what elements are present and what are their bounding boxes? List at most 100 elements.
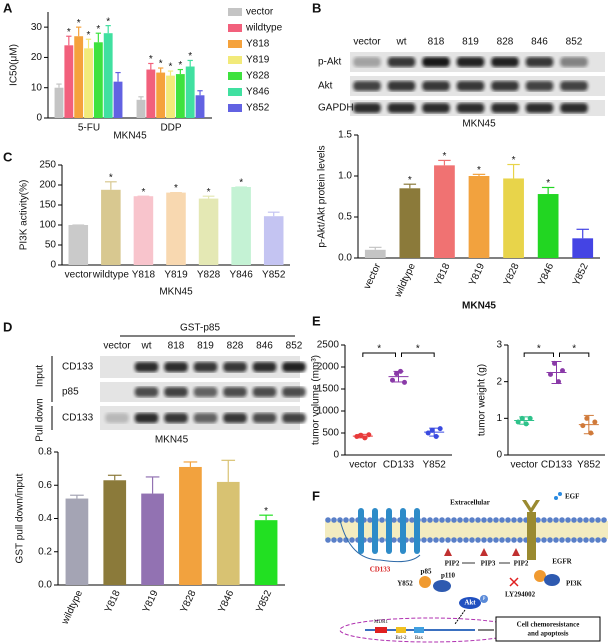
blot-band [193, 387, 218, 397]
lane-label: vector [103, 341, 131, 352]
bead [379, 537, 385, 543]
blot-band [134, 413, 159, 423]
blot-band [353, 81, 381, 91]
bar [263, 216, 284, 265]
bead [553, 517, 559, 523]
group-label: Pull down [35, 398, 46, 441]
x-tick-label: wildtype [92, 270, 130, 281]
significance: * [174, 183, 178, 194]
bead [379, 517, 385, 523]
blot-band [252, 413, 277, 423]
x-tick-label: Y852 [571, 261, 591, 287]
significance: * [141, 187, 145, 198]
protein-label: CD133 [370, 566, 391, 574]
panel-label: C [3, 149, 13, 164]
data-point [588, 430, 594, 436]
panel-label: D [3, 319, 12, 334]
region-label: Extracellular [450, 499, 490, 507]
x-tick-label: Y852 [254, 588, 274, 614]
blot-band [387, 103, 416, 113]
protein-label: EGFR [552, 558, 572, 566]
bead [469, 537, 475, 543]
ligand [558, 492, 562, 496]
legend-label: Y828 [246, 71, 270, 82]
bead [547, 537, 553, 543]
bar [74, 36, 84, 118]
blot-band [456, 81, 485, 91]
bar [503, 178, 524, 258]
blot-band [560, 103, 588, 113]
blot-band [525, 57, 554, 67]
bar [166, 75, 175, 118]
lane-label: 846 [531, 37, 548, 48]
bead [559, 537, 565, 543]
y-axis-label: PI3K activity(%) [19, 180, 30, 251]
x-tick-label: wildtype [392, 261, 418, 300]
x-tick-label: Y828 [197, 270, 221, 281]
inhibitor-mark [509, 577, 519, 587]
blot-band [353, 103, 381, 113]
bead [493, 517, 499, 523]
blot-band [525, 81, 554, 91]
y-tick-label: 3 [496, 340, 502, 351]
blot-band [422, 57, 450, 67]
bar [179, 466, 202, 585]
p110-subunit [433, 580, 451, 592]
row-label: CD133 [62, 362, 94, 373]
gene [375, 627, 387, 633]
y-axis-label: tumor weight (g) [477, 364, 488, 436]
x-tick-label: Y846 [217, 588, 237, 614]
x-tick-label: Y819 [141, 588, 161, 614]
bead [511, 517, 517, 523]
legend-swatch [228, 88, 242, 96]
chart-title: MKN45 [155, 435, 189, 446]
pathway-diagram: Extracellular EGF CD133 EGFR PIP2 PIP3 P… [325, 492, 608, 643]
panel-label: F [312, 488, 320, 503]
significance: * [178, 60, 182, 71]
significance: * [159, 59, 163, 70]
bead [541, 517, 547, 523]
significance: * [87, 30, 91, 41]
x-tick-label: Y819 [164, 270, 188, 281]
blot-band [223, 387, 247, 397]
y-tick-label: 0.0 [338, 253, 352, 264]
inhibitor-label: LY294002 [505, 591, 536, 599]
x-axis-label: MKN45 [113, 131, 147, 142]
bead [457, 537, 463, 543]
gene [414, 627, 424, 633]
significance: * [109, 172, 113, 183]
lane-label: 819 [197, 341, 214, 352]
protein-label: p110 [441, 572, 456, 580]
bead [427, 517, 433, 523]
data-point [592, 419, 598, 425]
bead [577, 537, 583, 543]
significance: * [67, 27, 71, 38]
blot-band [252, 387, 277, 397]
bead [439, 537, 445, 543]
bead [421, 517, 427, 523]
x-tick-label: Y846 [536, 261, 556, 287]
y-tick-label: 500 [322, 428, 339, 439]
bead [391, 517, 397, 523]
outcome-label: Cell chemoresistance [517, 621, 580, 629]
bead [445, 537, 451, 543]
x-tick-label: CD133 [541, 460, 573, 471]
legend-swatch [228, 72, 242, 80]
bead [595, 537, 601, 543]
x-tick-label: wildtype [59, 588, 85, 627]
bead [499, 517, 505, 523]
bead [583, 517, 589, 523]
p85-subunit [419, 576, 431, 588]
bead [601, 537, 607, 543]
lane-label: 828 [497, 37, 514, 48]
bar [572, 238, 594, 258]
lane-label: 852 [566, 37, 583, 48]
legend-swatch [228, 40, 242, 48]
lane-label: 852 [286, 341, 303, 352]
bead [421, 537, 427, 543]
bead [589, 517, 595, 523]
comparison-bracket [523, 352, 554, 357]
pi3k-subunit [544, 574, 560, 586]
membrane [325, 521, 608, 539]
